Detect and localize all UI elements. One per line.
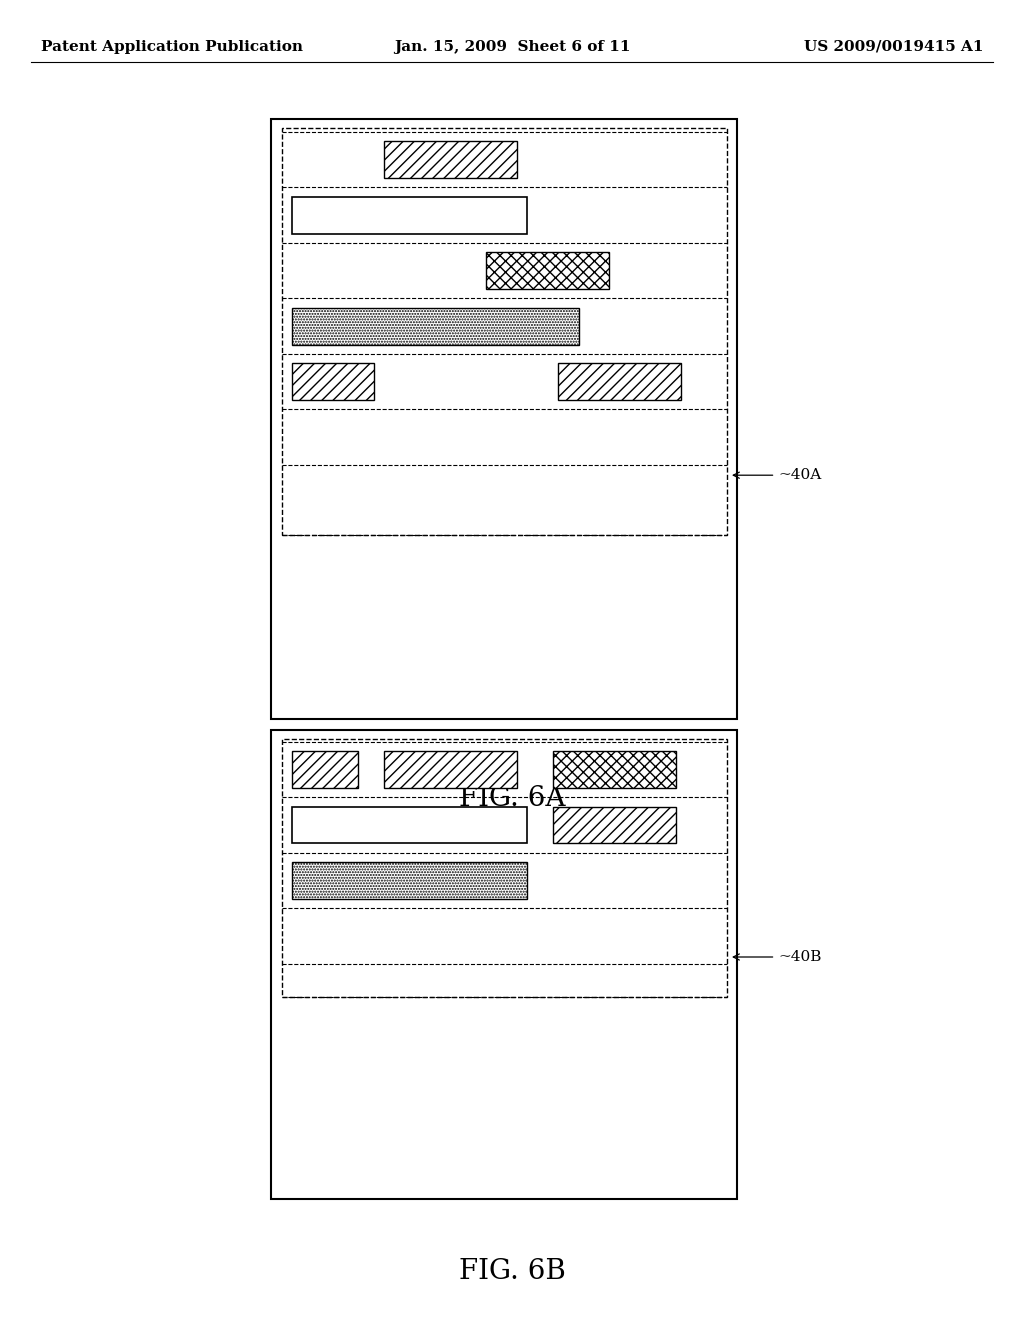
Bar bbox=[282, 739, 727, 997]
Text: Jan. 15, 2009  Sheet 6 of 11: Jan. 15, 2009 Sheet 6 of 11 bbox=[394, 40, 630, 54]
Bar bbox=[282, 128, 727, 535]
Bar bbox=[292, 363, 374, 400]
Text: Patent Application Publication: Patent Application Publication bbox=[41, 40, 303, 54]
Bar bbox=[292, 751, 358, 788]
Bar bbox=[292, 807, 527, 843]
Bar bbox=[271, 730, 737, 1199]
Text: FIG. 6A: FIG. 6A bbox=[459, 785, 565, 812]
Bar bbox=[384, 141, 517, 178]
Bar bbox=[384, 751, 517, 788]
Bar bbox=[553, 751, 676, 788]
Bar bbox=[486, 252, 609, 289]
Text: US 2009/0019415 A1: US 2009/0019415 A1 bbox=[804, 40, 983, 54]
Bar bbox=[292, 197, 527, 234]
Text: ~40B: ~40B bbox=[733, 950, 821, 964]
Bar bbox=[271, 119, 737, 719]
Bar bbox=[292, 308, 579, 345]
Bar bbox=[558, 363, 681, 400]
Bar bbox=[292, 862, 527, 899]
Bar bbox=[553, 807, 676, 843]
Text: ~40A: ~40A bbox=[733, 469, 821, 482]
Text: FIG. 6B: FIG. 6B bbox=[459, 1258, 565, 1284]
